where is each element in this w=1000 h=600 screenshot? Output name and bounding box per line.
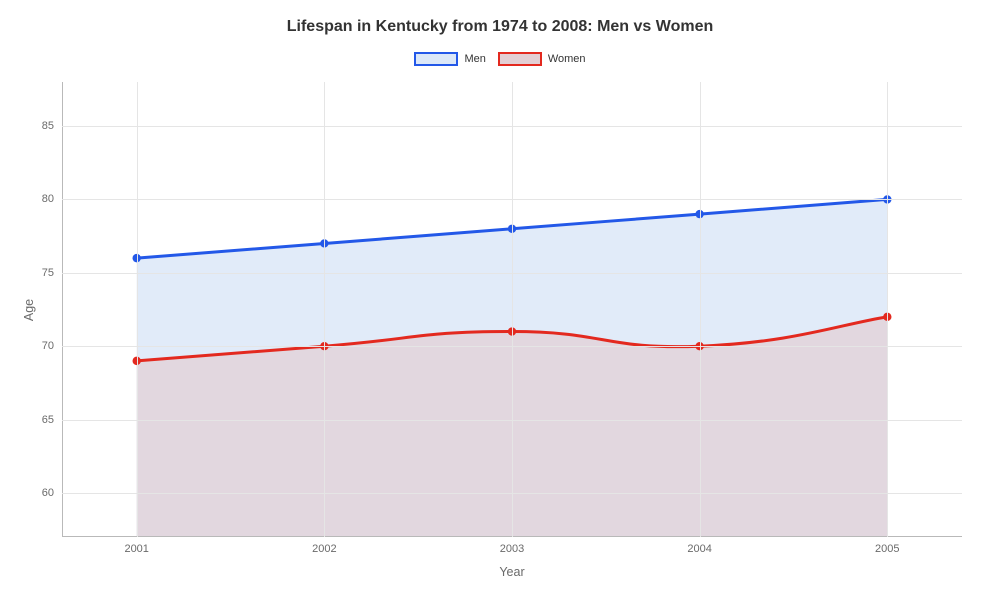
- legend-swatch-women: [498, 52, 542, 66]
- chart-container: Lifespan in Kentucky from 1974 to 2008: …: [0, 0, 1000, 600]
- grid-line-v: [324, 82, 325, 537]
- grid-line-v: [512, 82, 513, 537]
- y-axis-line: [62, 82, 63, 537]
- x-tick-label: 2001: [124, 543, 148, 555]
- x-axis-label: Year: [499, 565, 524, 579]
- plot-area: Year Age 6065707580852001200220032004200…: [62, 82, 962, 537]
- y-axis-label: Age: [22, 298, 36, 320]
- y-tick-label: 75: [42, 267, 54, 279]
- legend-label-men: Men: [464, 53, 485, 65]
- x-tick-label: 2004: [687, 543, 711, 555]
- chart-title: Lifespan in Kentucky from 1974 to 2008: …: [0, 18, 1000, 36]
- legend-label-women: Women: [548, 53, 586, 65]
- legend: Men Women: [0, 52, 1000, 66]
- legend-swatch-men: [414, 52, 458, 66]
- legend-item-women: Women: [498, 52, 586, 66]
- y-tick-label: 80: [42, 193, 54, 205]
- x-tick-label: 2005: [875, 543, 899, 555]
- x-tick-label: 2003: [500, 543, 524, 555]
- grid-line-v: [700, 82, 701, 537]
- y-tick-label: 65: [42, 414, 54, 426]
- y-tick-label: 70: [42, 340, 54, 352]
- legend-item-men: Men: [414, 52, 485, 66]
- x-tick-label: 2002: [312, 543, 336, 555]
- grid-line-v: [887, 82, 888, 537]
- y-tick-label: 60: [42, 487, 54, 499]
- grid-line-v: [137, 82, 138, 537]
- y-tick-label: 85: [42, 120, 54, 132]
